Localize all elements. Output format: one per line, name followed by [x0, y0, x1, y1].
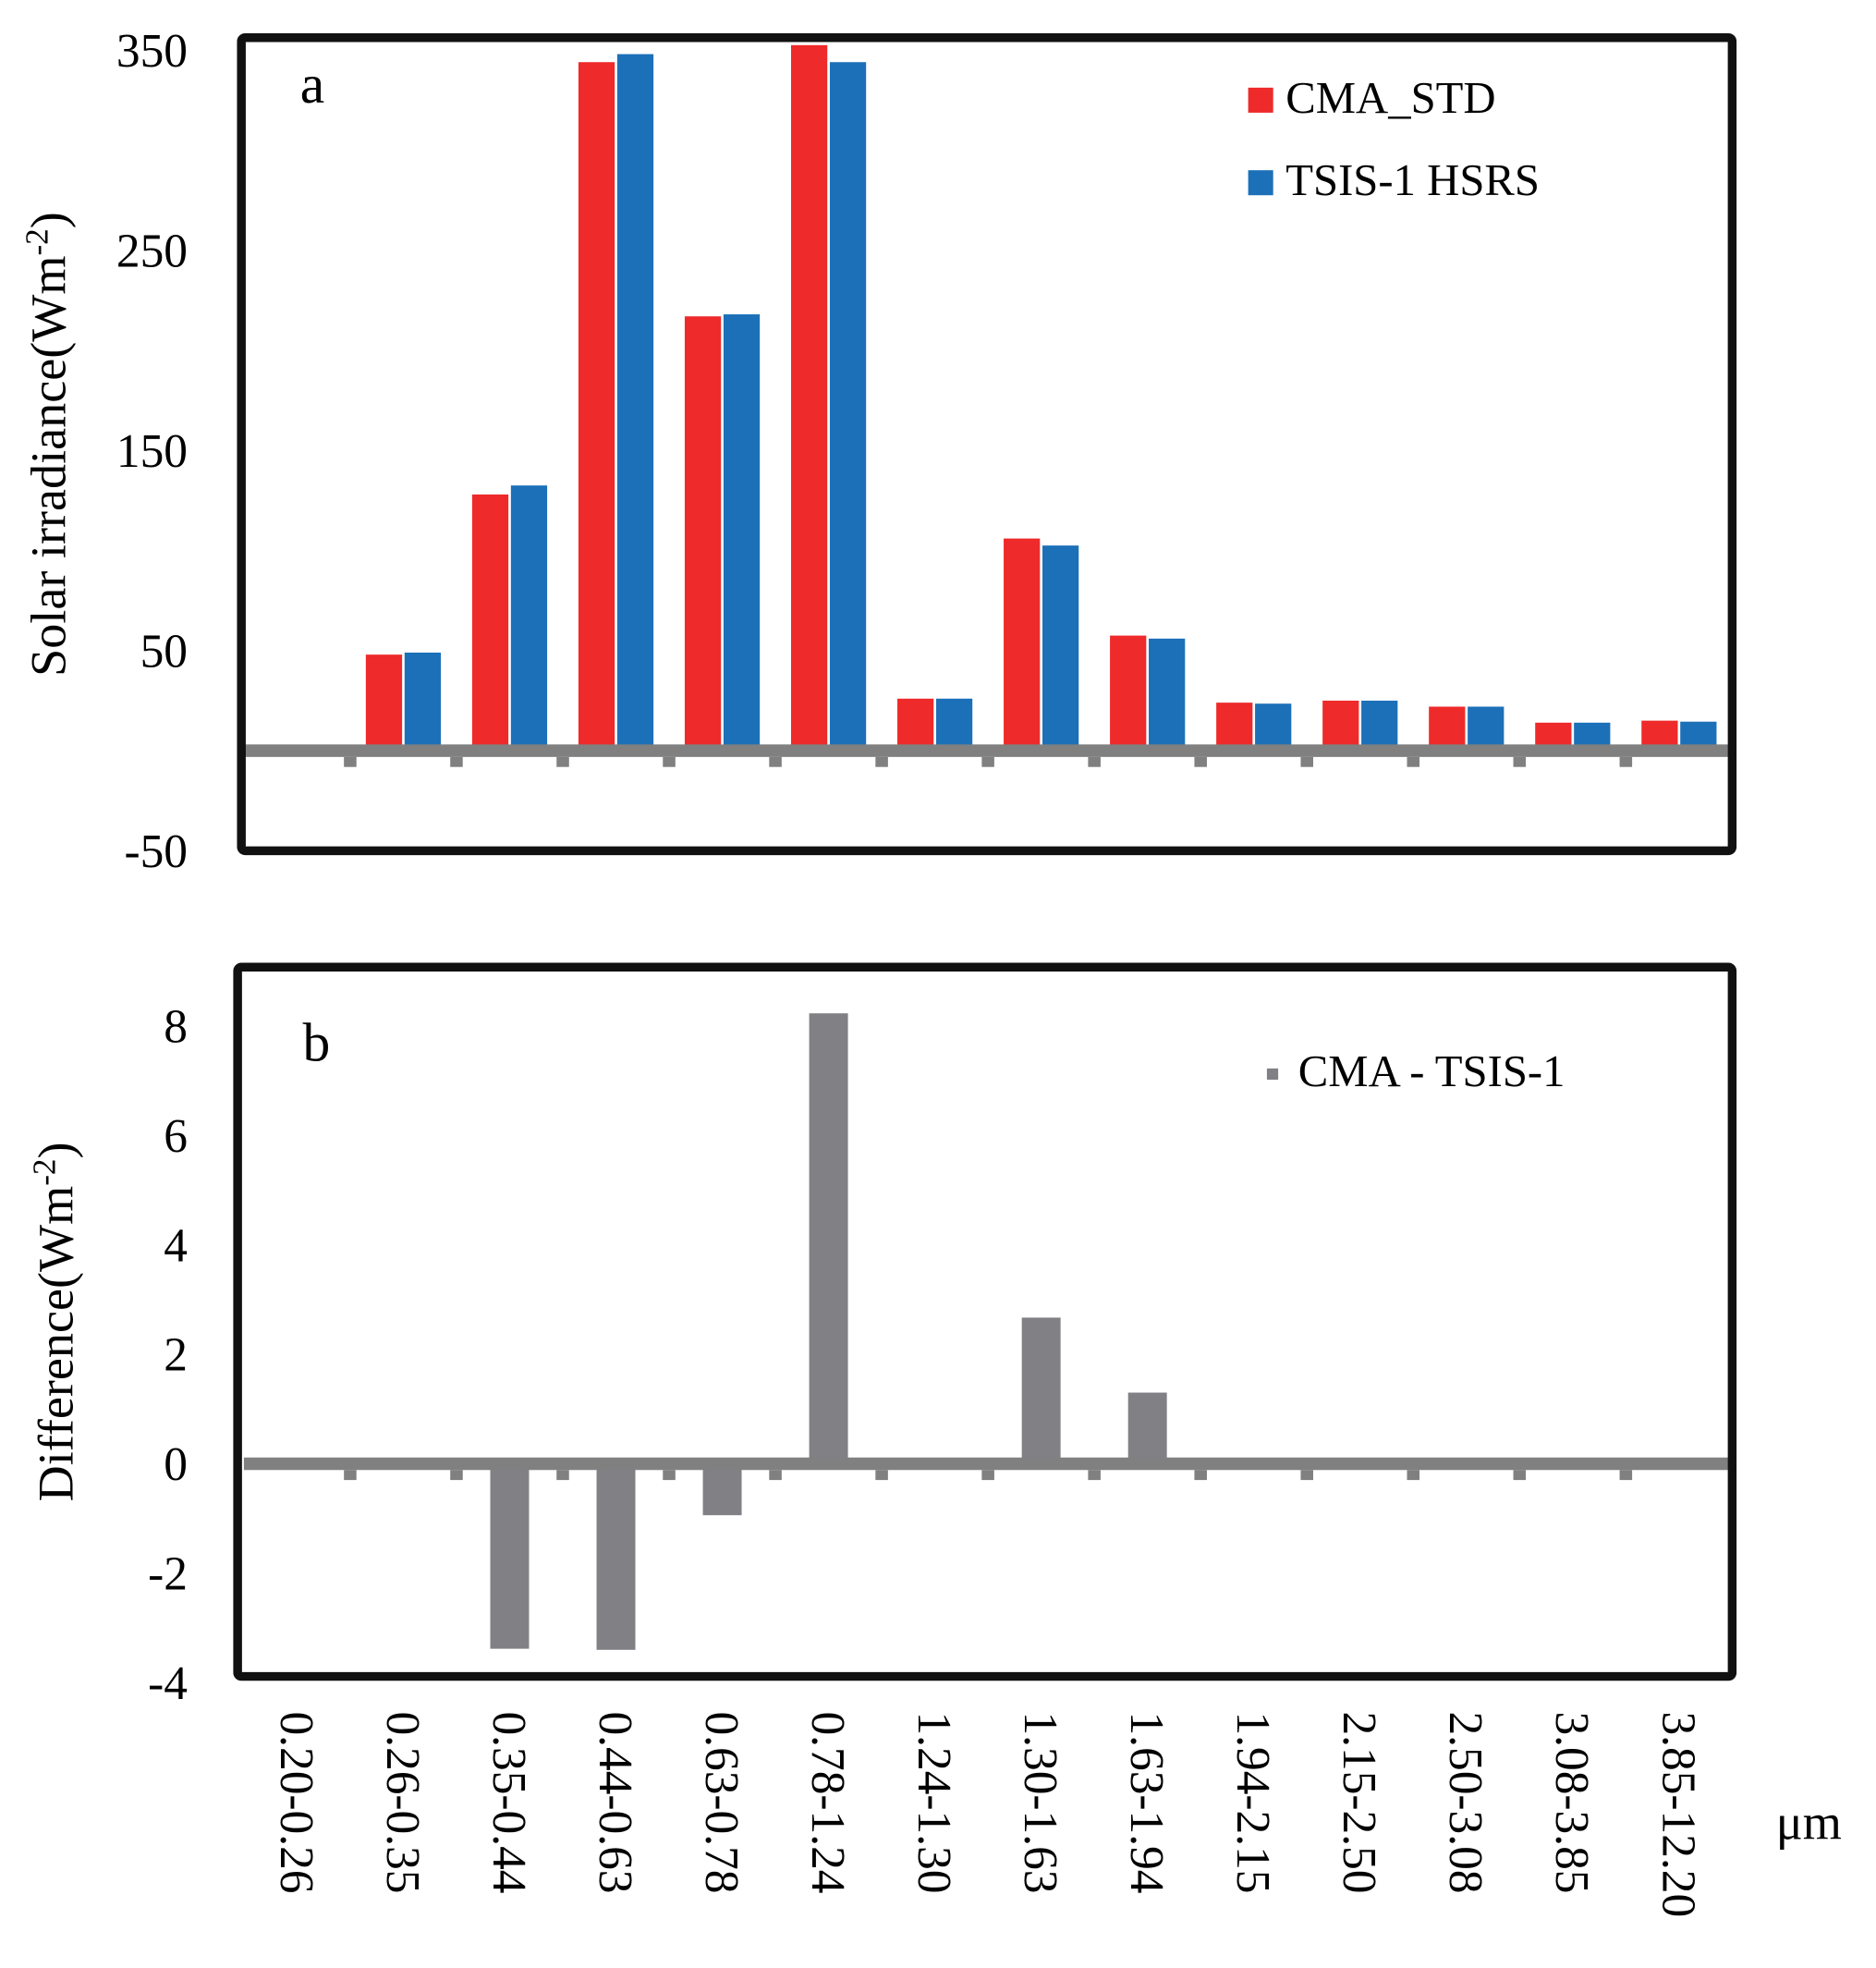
panel-label: a [300, 54, 324, 115]
bar-cma-tsis-1-0.63-0.78 [702, 1463, 742, 1516]
bar-tsis-1-hsrs-2.50-3.08 [1468, 706, 1504, 752]
plot-frame [233, 962, 1737, 1681]
x-tick-mark [1407, 1470, 1420, 1481]
x-tick-mark [663, 1470, 676, 1481]
x-tick-mark [1619, 756, 1633, 767]
legend-swatch [1248, 170, 1273, 196]
bar-cma-std-0.26-0.35 [365, 654, 403, 752]
bar-cma-std-2.50-3.08 [1429, 706, 1466, 752]
x-tick-label: 1.94-2.15 [1226, 1711, 1279, 1893]
x-tick-mark [663, 756, 676, 767]
bar-cma-std-2.15-2.50 [1322, 700, 1359, 752]
bar-tsis-1-hsrs-1.24-1.30 [935, 698, 973, 752]
x-tick-mark [450, 1470, 463, 1481]
x-tick-label: 0.26-0.35 [376, 1711, 429, 1893]
bar-cma-tsis-1-0.44-0.63 [596, 1463, 636, 1650]
x-tick-label: 0.78-1.24 [801, 1711, 854, 1893]
x-tick-mark [344, 756, 357, 767]
y-tick-label: -4 [148, 1657, 188, 1710]
y-tick-label: 8 [164, 1000, 188, 1053]
bar-cma-std-1.24-1.30 [897, 698, 934, 752]
y-tick-label: 150 [116, 425, 188, 478]
x-tick-mark [1194, 756, 1207, 767]
legend-label: TSIS-1 HSRS [1285, 155, 1540, 205]
bar-cma-std-1.63-1.94 [1110, 635, 1147, 752]
bar-tsis-1-hsrs-0.26-0.35 [404, 653, 442, 752]
panel-label: b [303, 1012, 331, 1073]
x-tick-mark [556, 756, 569, 767]
y-tick-label: -50 [124, 825, 188, 878]
x-tick-mark [1088, 1470, 1101, 1481]
bar-tsis-1-hsrs-0.35-0.44 [510, 485, 548, 752]
x-tick-label: 3.85-12.20 [1651, 1711, 1704, 1917]
x-tick-label: 1.30-1.63 [1014, 1711, 1066, 1893]
x-tick-label: 0.63-0.78 [695, 1711, 748, 1893]
x-tick-label: 1.24-1.30 [908, 1711, 960, 1893]
x-tick-label: 0.20-0.26 [270, 1711, 323, 1893]
bar-cma-std-0.78-1.24 [790, 44, 828, 752]
zero-axis-line [243, 744, 1733, 757]
x-tick-mark [1513, 756, 1527, 767]
x-tick-mark [769, 756, 782, 767]
x-tick-mark [1088, 756, 1101, 767]
y-axis-label: Difference(Wm-2) [27, 1142, 84, 1501]
x-tick-mark [1300, 1470, 1313, 1481]
x-tick-mark [981, 756, 994, 767]
y-tick-label: 250 [116, 225, 188, 277]
x-tick-labels: 0.20-0.26 0.26-0.35 0.35-0.44 0.44-0.63 0.63… [270, 1711, 1704, 1917]
bar-cma-std-1.30-1.63 [1004, 538, 1041, 752]
y-tick-label: 0 [164, 1438, 188, 1491]
x-tick-mark [981, 1470, 994, 1481]
plot-frame [237, 32, 1737, 856]
x-tick-label: 3.08-3.85 [1545, 1711, 1598, 1893]
bar-tsis-1-hsrs-1.30-1.63 [1042, 545, 1079, 752]
legend-label: CMA - TSIS-1 [1298, 1046, 1565, 1096]
y-tick-label: 6 [164, 1110, 188, 1163]
y-tick-label: 50 [140, 625, 188, 678]
legend-swatch [1266, 1068, 1279, 1081]
zero-axis-line [243, 1457, 1733, 1471]
x-tick-mark [1513, 1470, 1527, 1481]
bar-tsis-1-hsrs-1.94-2.15 [1255, 703, 1292, 752]
x-tick-label: 2.15-2.50 [1333, 1711, 1385, 1893]
x-tick-label: 0.44-0.63 [589, 1711, 641, 1893]
x-tick-mark [1300, 756, 1313, 767]
bar-tsis-1-hsrs-0.63-0.78 [723, 314, 761, 752]
x-tick-mark [344, 1470, 357, 1481]
x-tick-mark [769, 1470, 782, 1481]
bar-tsis-1-hsrs-0.78-1.24 [829, 62, 867, 752]
bar-cma-std-1.94-2.15 [1216, 703, 1253, 752]
y-tick-label: 4 [164, 1219, 188, 1272]
y-tick-label: 2 [164, 1329, 188, 1382]
legend-label: CMA_STD [1285, 73, 1495, 123]
x-tick-label: 0.35-0.44 [482, 1711, 535, 1893]
bar-tsis-1-hsrs-1.63-1.94 [1149, 638, 1186, 752]
x-tick-mark [450, 756, 463, 767]
bar-cma-tsis-1-0.78-1.24 [809, 1013, 848, 1464]
bar-cma-tsis-1-1.30-1.63 [1021, 1317, 1061, 1464]
y-axis-label: Solar irradiance(Wm-2) [18, 212, 76, 677]
panel-b: 8 6 4 2 0 -2 -4 Difference(Wm-2) b CMA - TSIS-1 [27, 962, 1737, 1710]
x-tick-mark [875, 756, 888, 767]
y-tick-label: -2 [148, 1548, 188, 1601]
x-tick-label: 1.63-1.94 [1120, 1711, 1173, 1893]
bar-cma-tsis-1-1.63-1.94 [1127, 1392, 1167, 1464]
bar-cma-std-0.35-0.44 [471, 494, 509, 752]
x-tick-mark [875, 1470, 888, 1481]
legend-swatch [1248, 87, 1273, 113]
bar-tsis-1-hsrs-0.44-0.63 [616, 54, 654, 752]
panel-a: 350 250 150 50 -50 Solar irradiance(Wm-2) a CMA… [18, 25, 1737, 878]
bar-tsis-1-hsrs-2.15-2.50 [1361, 700, 1398, 752]
x-tick-mark [1194, 1470, 1207, 1481]
bar-cma-std-0.44-0.63 [578, 62, 615, 752]
bar-cma-std-0.63-0.78 [684, 316, 722, 752]
x-tick-label: 2.50-3.08 [1439, 1711, 1492, 1893]
x-tick-mark [556, 1470, 569, 1481]
bar-cma-tsis-1-0.35-0.44 [490, 1463, 530, 1649]
x-axis-unit: μm [1776, 1795, 1842, 1851]
x-tick-mark [1619, 1470, 1633, 1481]
x-tick-mark [1407, 756, 1420, 767]
y-tick-label: 350 [116, 25, 188, 78]
